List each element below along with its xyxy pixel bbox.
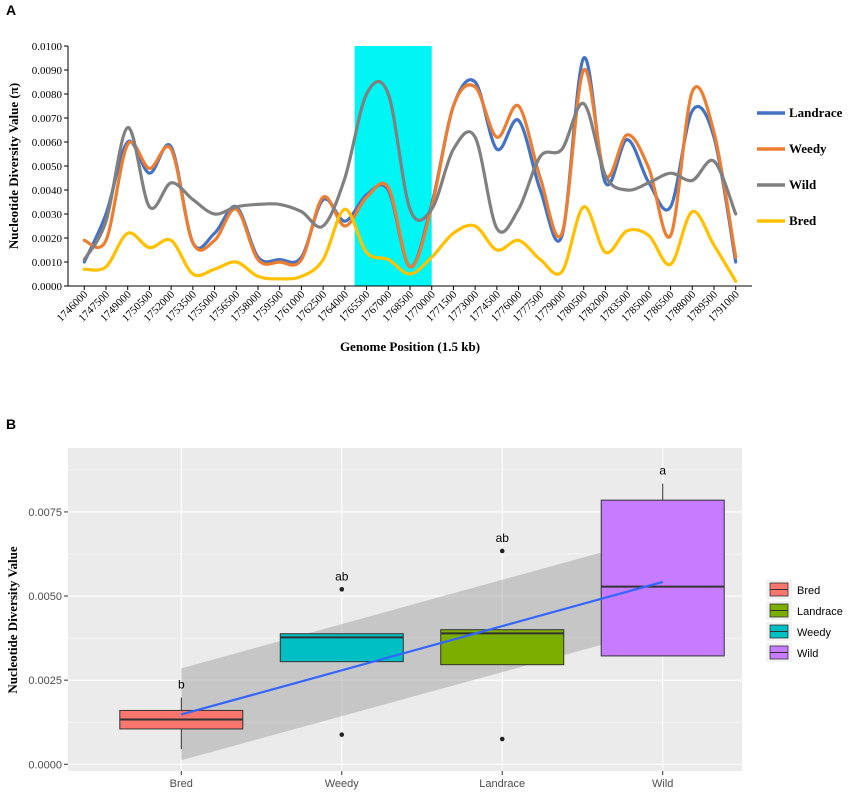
a-line-wild bbox=[82, 79, 738, 262]
b-x-tick-label: Landrace bbox=[479, 778, 525, 790]
highlight-bar bbox=[354, 46, 432, 286]
b-letter-weedy: ab bbox=[335, 569, 349, 583]
b-box-wild bbox=[600, 499, 725, 657]
b-outlier-weedy bbox=[339, 732, 345, 737]
a-y-tick-label: 0.0040 bbox=[32, 185, 63, 197]
a-y-tick-label: 0.0060 bbox=[32, 137, 63, 149]
a-y-tick-label: 0.0100 bbox=[32, 41, 63, 53]
a-y-tick-label: 0.0070 bbox=[32, 113, 63, 125]
b-legend-label-bred: Bred bbox=[797, 585, 820, 597]
a-legend-label-bred: Bred bbox=[789, 213, 817, 228]
b-letter-bred: b bbox=[178, 678, 185, 692]
b-y-tick-label: 0.0000 bbox=[28, 759, 62, 771]
b-y-axis-title: Nucleotide Diversity Value bbox=[5, 546, 20, 694]
a-y-tick-label: 0.0010 bbox=[32, 257, 63, 269]
b-trend bbox=[181, 580, 664, 716]
b-y-ticks: 0.0000 0.0025 0.0050 0.0075 bbox=[28, 507, 68, 771]
b-x-tick-label: Wild bbox=[652, 778, 673, 790]
a-y-tick-label: 0.0090 bbox=[32, 65, 63, 77]
b-letter-landrace: ab bbox=[496, 531, 510, 545]
a-x-ticks: 1746000174750017490001750500175200017535… bbox=[55, 286, 742, 324]
b-box-landrace bbox=[440, 629, 565, 666]
b-letter-wild: a bbox=[659, 464, 666, 478]
b-legend: Bred Landrace Weedy Wild bbox=[766, 580, 843, 662]
panel-a-label: A bbox=[6, 2, 16, 18]
panel-b: B b ab ab a 0.0000 0.0025 0.0050 0.0075 Bred We… bbox=[5, 416, 843, 790]
b-legend-label-wild: Wild bbox=[797, 648, 818, 660]
a-y-tick-label: 0.0080 bbox=[32, 89, 63, 101]
panel-b-label: B bbox=[6, 416, 16, 432]
a-x-axis-title: Genome Position (1.5 kb) bbox=[340, 339, 480, 354]
b-x-tick-label: Weedy bbox=[325, 778, 360, 790]
panel-a: A 0.00000.00100.00200.00300.00400.00500.… bbox=[6, 2, 843, 354]
a-y-tick-label: 0.0000 bbox=[32, 281, 63, 293]
b-trend-line bbox=[181, 580, 664, 716]
highlight-region bbox=[354, 46, 432, 286]
a-series-lines bbox=[82, 56, 738, 283]
b-outlier-landrace bbox=[499, 548, 505, 554]
b-x-ticks: Bred Weedy Landrace Wild bbox=[170, 771, 673, 790]
b-outlier-weedy bbox=[339, 587, 345, 592]
b-legend-label-landrace: Landrace bbox=[797, 606, 843, 618]
b-legend-label-weedy: Weedy bbox=[797, 627, 832, 639]
a-legend-label-wild: Wild bbox=[789, 177, 817, 192]
b-y-tick-label: 0.0075 bbox=[28, 507, 62, 519]
a-line-bred bbox=[82, 205, 738, 283]
a-y-tick-label: 0.0030 bbox=[32, 209, 63, 221]
a-y-axis-title: Nucleotide Diversity Value (π) bbox=[6, 83, 21, 249]
b-outlier-landrace bbox=[499, 736, 505, 742]
a-legend-label-landrace: Landrace bbox=[789, 105, 843, 120]
b-y-tick-label: 0.0025 bbox=[28, 675, 62, 687]
a-legend-label-weedy: Weedy bbox=[789, 141, 827, 156]
b-boxes: b ab ab a bbox=[119, 464, 725, 750]
a-y-ticks: 0.0000 0.0010 0.0020 0.0030 0.0040 0.0050 0.00… bbox=[32, 41, 68, 293]
a-legend: Landrace Weedy Wild Bred bbox=[757, 105, 843, 228]
b-y-tick-label: 0.0050 bbox=[28, 591, 62, 603]
a-y-tick-label: 0.0020 bbox=[32, 233, 63, 245]
a-y-tick-label: 0.0050 bbox=[32, 161, 63, 173]
b-x-tick-label: Bred bbox=[170, 778, 193, 790]
